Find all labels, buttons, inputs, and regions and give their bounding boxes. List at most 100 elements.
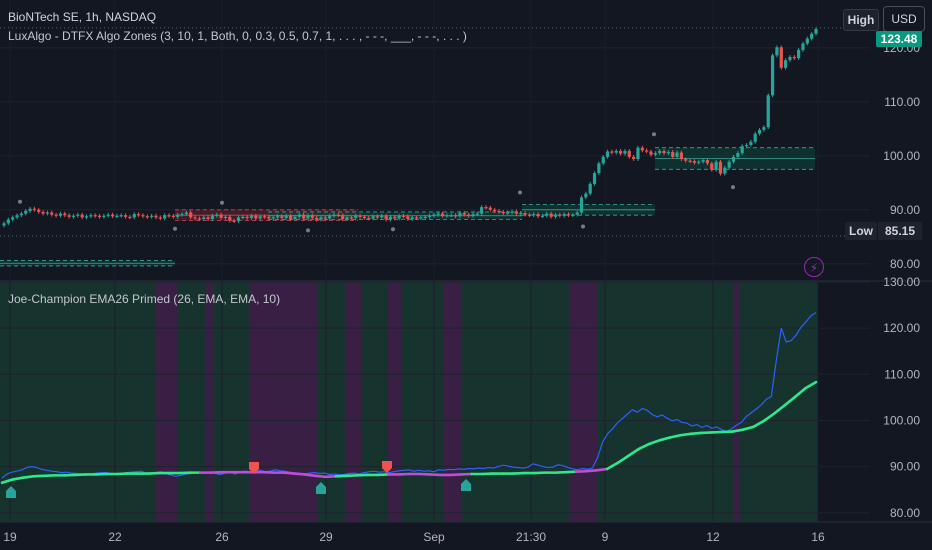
candle-body (710, 163, 714, 170)
candle (519, 211, 523, 216)
candle (163, 213, 167, 221)
candle-body (475, 213, 479, 215)
candle (80, 212, 84, 220)
candle-body (358, 215, 362, 217)
candle (549, 211, 553, 219)
oscillator-series (0, 311, 818, 485)
candle (449, 213, 453, 218)
ema-segment (647, 439, 661, 446)
candle (380, 213, 384, 220)
candle (427, 213, 432, 219)
candle (666, 150, 670, 155)
candle-body (97, 215, 102, 217)
candle (410, 215, 414, 221)
candle (688, 158, 692, 164)
candle-body (436, 213, 440, 215)
candle (54, 212, 58, 218)
candle-body (2, 223, 6, 226)
indicator-ema-label[interactable]: Joe-Champion EMA26 Primed (26, EMA, EMA,… (8, 292, 281, 306)
candle (645, 148, 649, 154)
candle-body (119, 215, 123, 217)
indicator-dtfx-label[interactable]: LuxAlgo - DTFX Algo Zones (3, 10, 1, Bot… (8, 29, 467, 43)
candle-body (236, 217, 241, 222)
candle (236, 215, 241, 224)
candle (310, 213, 314, 220)
candle (37, 207, 41, 214)
candle-body (770, 55, 775, 96)
time-tick-label: 9 (602, 530, 609, 544)
candle-body (54, 214, 58, 216)
candle (714, 159, 718, 172)
candle-body (202, 217, 206, 219)
candle (19, 211, 23, 218)
buy-marker (316, 482, 326, 494)
candle-body (84, 216, 89, 218)
candle-body (736, 153, 740, 157)
candle (341, 213, 345, 221)
bear-band (570, 282, 598, 522)
candle-body (384, 215, 388, 220)
candle-body (176, 214, 180, 217)
candle-body (584, 193, 588, 198)
swing-point (220, 200, 224, 205)
lightning-icon[interactable]: ⚡ (804, 257, 824, 277)
price-line (1, 311, 817, 479)
candle (684, 157, 688, 163)
candle (84, 214, 89, 220)
candle-body (718, 161, 723, 174)
candle (228, 214, 232, 223)
candle-body (792, 56, 796, 59)
candle-body (215, 214, 219, 216)
candle (210, 213, 215, 221)
candle-body (519, 213, 523, 215)
currency-button[interactable]: USD (883, 6, 925, 32)
candle (93, 213, 97, 218)
candle (523, 211, 527, 217)
candle-body (458, 213, 462, 217)
candle-body (753, 133, 757, 142)
ema-segment (292, 472, 306, 476)
candle (597, 161, 601, 175)
ema-segment (11, 476, 25, 481)
candle (193, 215, 197, 221)
candle-body (480, 207, 484, 214)
bear-band (443, 282, 462, 522)
osc-tick-label: 120.00 (883, 321, 920, 335)
candle-body (245, 216, 249, 219)
candle (532, 212, 536, 218)
candle-body (810, 33, 814, 39)
candle-body (527, 214, 532, 216)
candle-body (779, 47, 783, 68)
candle (662, 149, 666, 155)
bear-band (205, 282, 214, 522)
candle-body (467, 214, 471, 216)
candle-body (566, 214, 571, 216)
candle-body (688, 160, 692, 162)
swing-point (391, 227, 395, 232)
candle (744, 143, 749, 148)
candle-body (141, 215, 145, 217)
candle-body (597, 163, 601, 174)
candle-body (367, 217, 371, 220)
candle (232, 218, 236, 224)
candle-body (397, 215, 401, 219)
candle-body (406, 216, 410, 219)
candle (814, 27, 818, 36)
ema-segment (605, 461, 620, 471)
candle (323, 215, 327, 221)
candle (753, 131, 757, 144)
candle-body (315, 217, 319, 220)
candle (710, 161, 714, 172)
candle (553, 212, 558, 219)
candle (766, 93, 770, 130)
candle-body (414, 217, 419, 219)
candle (488, 205, 492, 212)
candle-body (575, 212, 579, 215)
candle-body (306, 215, 310, 219)
candle (679, 150, 683, 161)
ema-segment (303, 473, 317, 478)
ema-segment (731, 428, 745, 433)
candle-body (193, 217, 197, 219)
candle-body (319, 217, 323, 220)
